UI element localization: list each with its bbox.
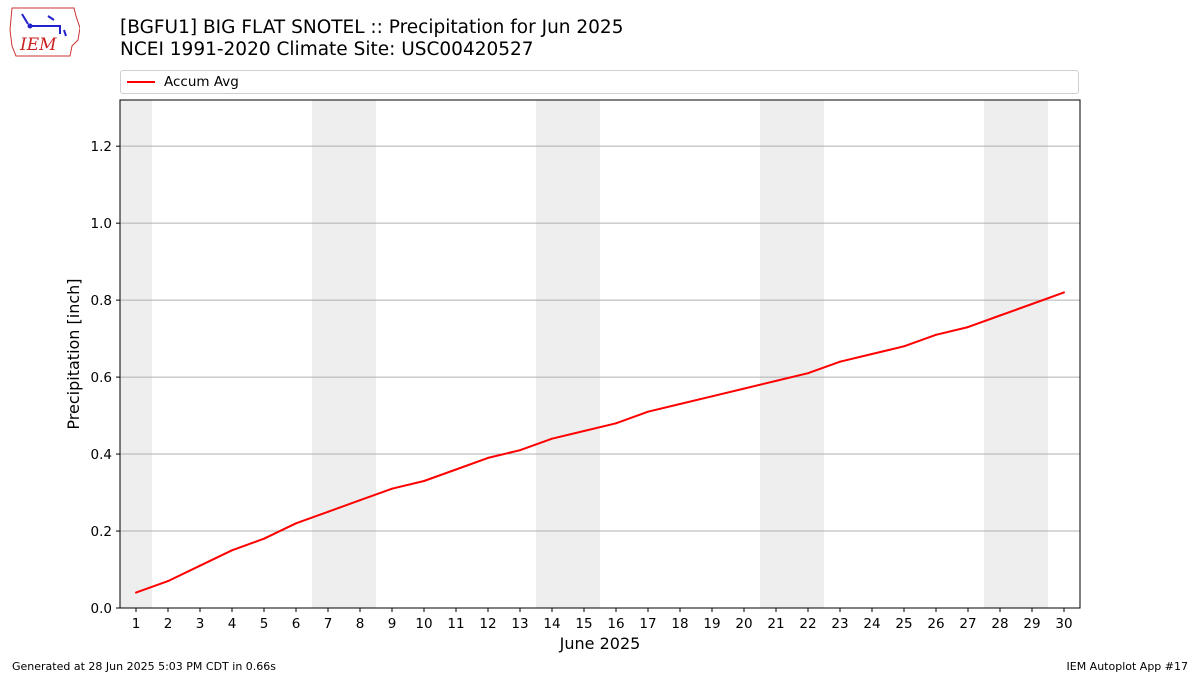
x-tick-label: 14 xyxy=(543,616,560,632)
x-tick-label: 15 xyxy=(575,616,592,632)
plot-frame xyxy=(119,99,1081,609)
x-tick-label: 2 xyxy=(164,616,173,632)
iowa-outline-shape xyxy=(9,7,80,57)
data-point xyxy=(199,564,201,567)
x-tick-label: 21 xyxy=(767,616,784,632)
x-axis-label: June 2025 xyxy=(559,634,641,653)
x-tick-label: 17 xyxy=(639,616,656,632)
data-point xyxy=(647,410,649,413)
data-point xyxy=(1063,291,1065,294)
x-tick-label: 11 xyxy=(447,616,464,632)
data-point xyxy=(359,499,361,502)
x-tick-label: 26 xyxy=(927,616,944,632)
chart-title-line1: [BGFU1] BIG FLAT SNOTEL :: Precipitation… xyxy=(120,17,624,38)
data-point xyxy=(391,487,393,490)
x-tick-label: 5 xyxy=(260,616,269,632)
weekend-bands xyxy=(120,100,1048,608)
x-tick-label: 4 xyxy=(228,616,237,632)
x-tick-label: 16 xyxy=(607,616,624,632)
x-tick-label: 29 xyxy=(1023,616,1040,632)
y-tick-label: 0.8 xyxy=(91,293,112,309)
footer-app: IEM Autoplot App #17 xyxy=(1066,660,1189,673)
x-tick-label: 27 xyxy=(959,616,976,632)
x-tick-label: 12 xyxy=(479,616,496,632)
x-tick-label: 28 xyxy=(991,616,1008,632)
data-point xyxy=(743,387,745,390)
data-point xyxy=(615,422,617,425)
y-tick-label: 0.2 xyxy=(91,524,112,540)
y-tick-label: 0.0 xyxy=(91,601,112,617)
iem-logo: IEM xyxy=(9,7,80,57)
x-tick-label: 22 xyxy=(799,616,816,632)
chart-title-line2: NCEI 1991-2020 Climate Site: USC00420527 xyxy=(120,39,534,60)
weekend-band xyxy=(536,100,600,608)
data-point xyxy=(679,403,681,406)
y-tick-label: 1.2 xyxy=(91,139,112,155)
series-line-accum-avg xyxy=(135,291,1065,594)
legend: Accum Avg xyxy=(120,70,1079,94)
weekend-band xyxy=(984,100,1048,608)
legend-label: Accum Avg xyxy=(164,74,239,90)
x-tick-label: 19 xyxy=(703,616,720,632)
weekend-band xyxy=(312,100,376,608)
weather-symbols-shape xyxy=(21,13,67,37)
data-point xyxy=(807,372,809,375)
data-point xyxy=(327,510,329,513)
x-tick-label: 20 xyxy=(735,616,752,632)
data-point xyxy=(487,456,489,459)
y-tick-label: 0.4 xyxy=(91,447,112,463)
x-tick-label: 10 xyxy=(415,616,432,632)
y-tick-label: 1.0 xyxy=(91,216,112,232)
x-tick-label: 18 xyxy=(671,616,688,632)
x-tick-label: 7 xyxy=(324,616,333,632)
series-lines xyxy=(135,291,1065,594)
x-tick-label: 6 xyxy=(292,616,301,632)
x-tick-label: 24 xyxy=(863,616,880,632)
data-point xyxy=(775,379,777,382)
x-tick-label: 13 xyxy=(511,616,528,632)
data-point xyxy=(519,449,521,452)
y-tick-label: 0.6 xyxy=(91,370,112,386)
x-tick-label: 8 xyxy=(356,616,365,632)
data-point xyxy=(1031,302,1033,305)
weekend-band xyxy=(120,100,152,608)
legend-line-swatch xyxy=(127,81,155,83)
y-axis-label: Precipitation [inch] xyxy=(64,278,83,429)
data-point xyxy=(935,333,937,336)
chart-title: [BGFU1] BIG FLAT SNOTEL :: Precipitation… xyxy=(120,17,623,61)
data-point xyxy=(551,437,553,440)
x-tick-label: 25 xyxy=(895,616,912,632)
x-tick-label: 30 xyxy=(1055,616,1072,632)
data-point xyxy=(583,429,585,432)
data-point xyxy=(455,468,457,471)
logo-text: IEM xyxy=(19,35,57,55)
data-point xyxy=(839,360,841,363)
y-axis-ticks: 0.0 0.2 0.4 0.6 0.8 1.0 1.2 xyxy=(91,139,120,617)
x-axis-ticks: 1 2 3 4 5 6 7 8 9 10 11 12 13 14 15 16 17 18 19 20 21 22 23 24 2… xyxy=(132,608,1073,632)
data-point xyxy=(231,549,233,552)
x-tick-label: 1 xyxy=(132,616,141,632)
data-point xyxy=(263,537,265,540)
footer-generated: Generated at 28 Jun 2025 5:03 PM CDT in … xyxy=(12,660,277,673)
data-point xyxy=(423,480,425,482)
data-point xyxy=(167,580,169,583)
data-point xyxy=(135,591,137,594)
data-point xyxy=(903,345,905,348)
grid-lines xyxy=(120,145,1080,532)
weekend-band xyxy=(760,100,824,608)
data-point xyxy=(999,314,1001,317)
station-dot-shape xyxy=(27,23,33,29)
x-tick-label: 9 xyxy=(388,616,397,632)
x-tick-label: 3 xyxy=(196,616,205,632)
data-point xyxy=(967,326,969,329)
x-tick-label: 23 xyxy=(831,616,848,632)
data-point xyxy=(711,395,713,398)
data-point xyxy=(295,522,297,525)
data-point xyxy=(871,353,873,355)
